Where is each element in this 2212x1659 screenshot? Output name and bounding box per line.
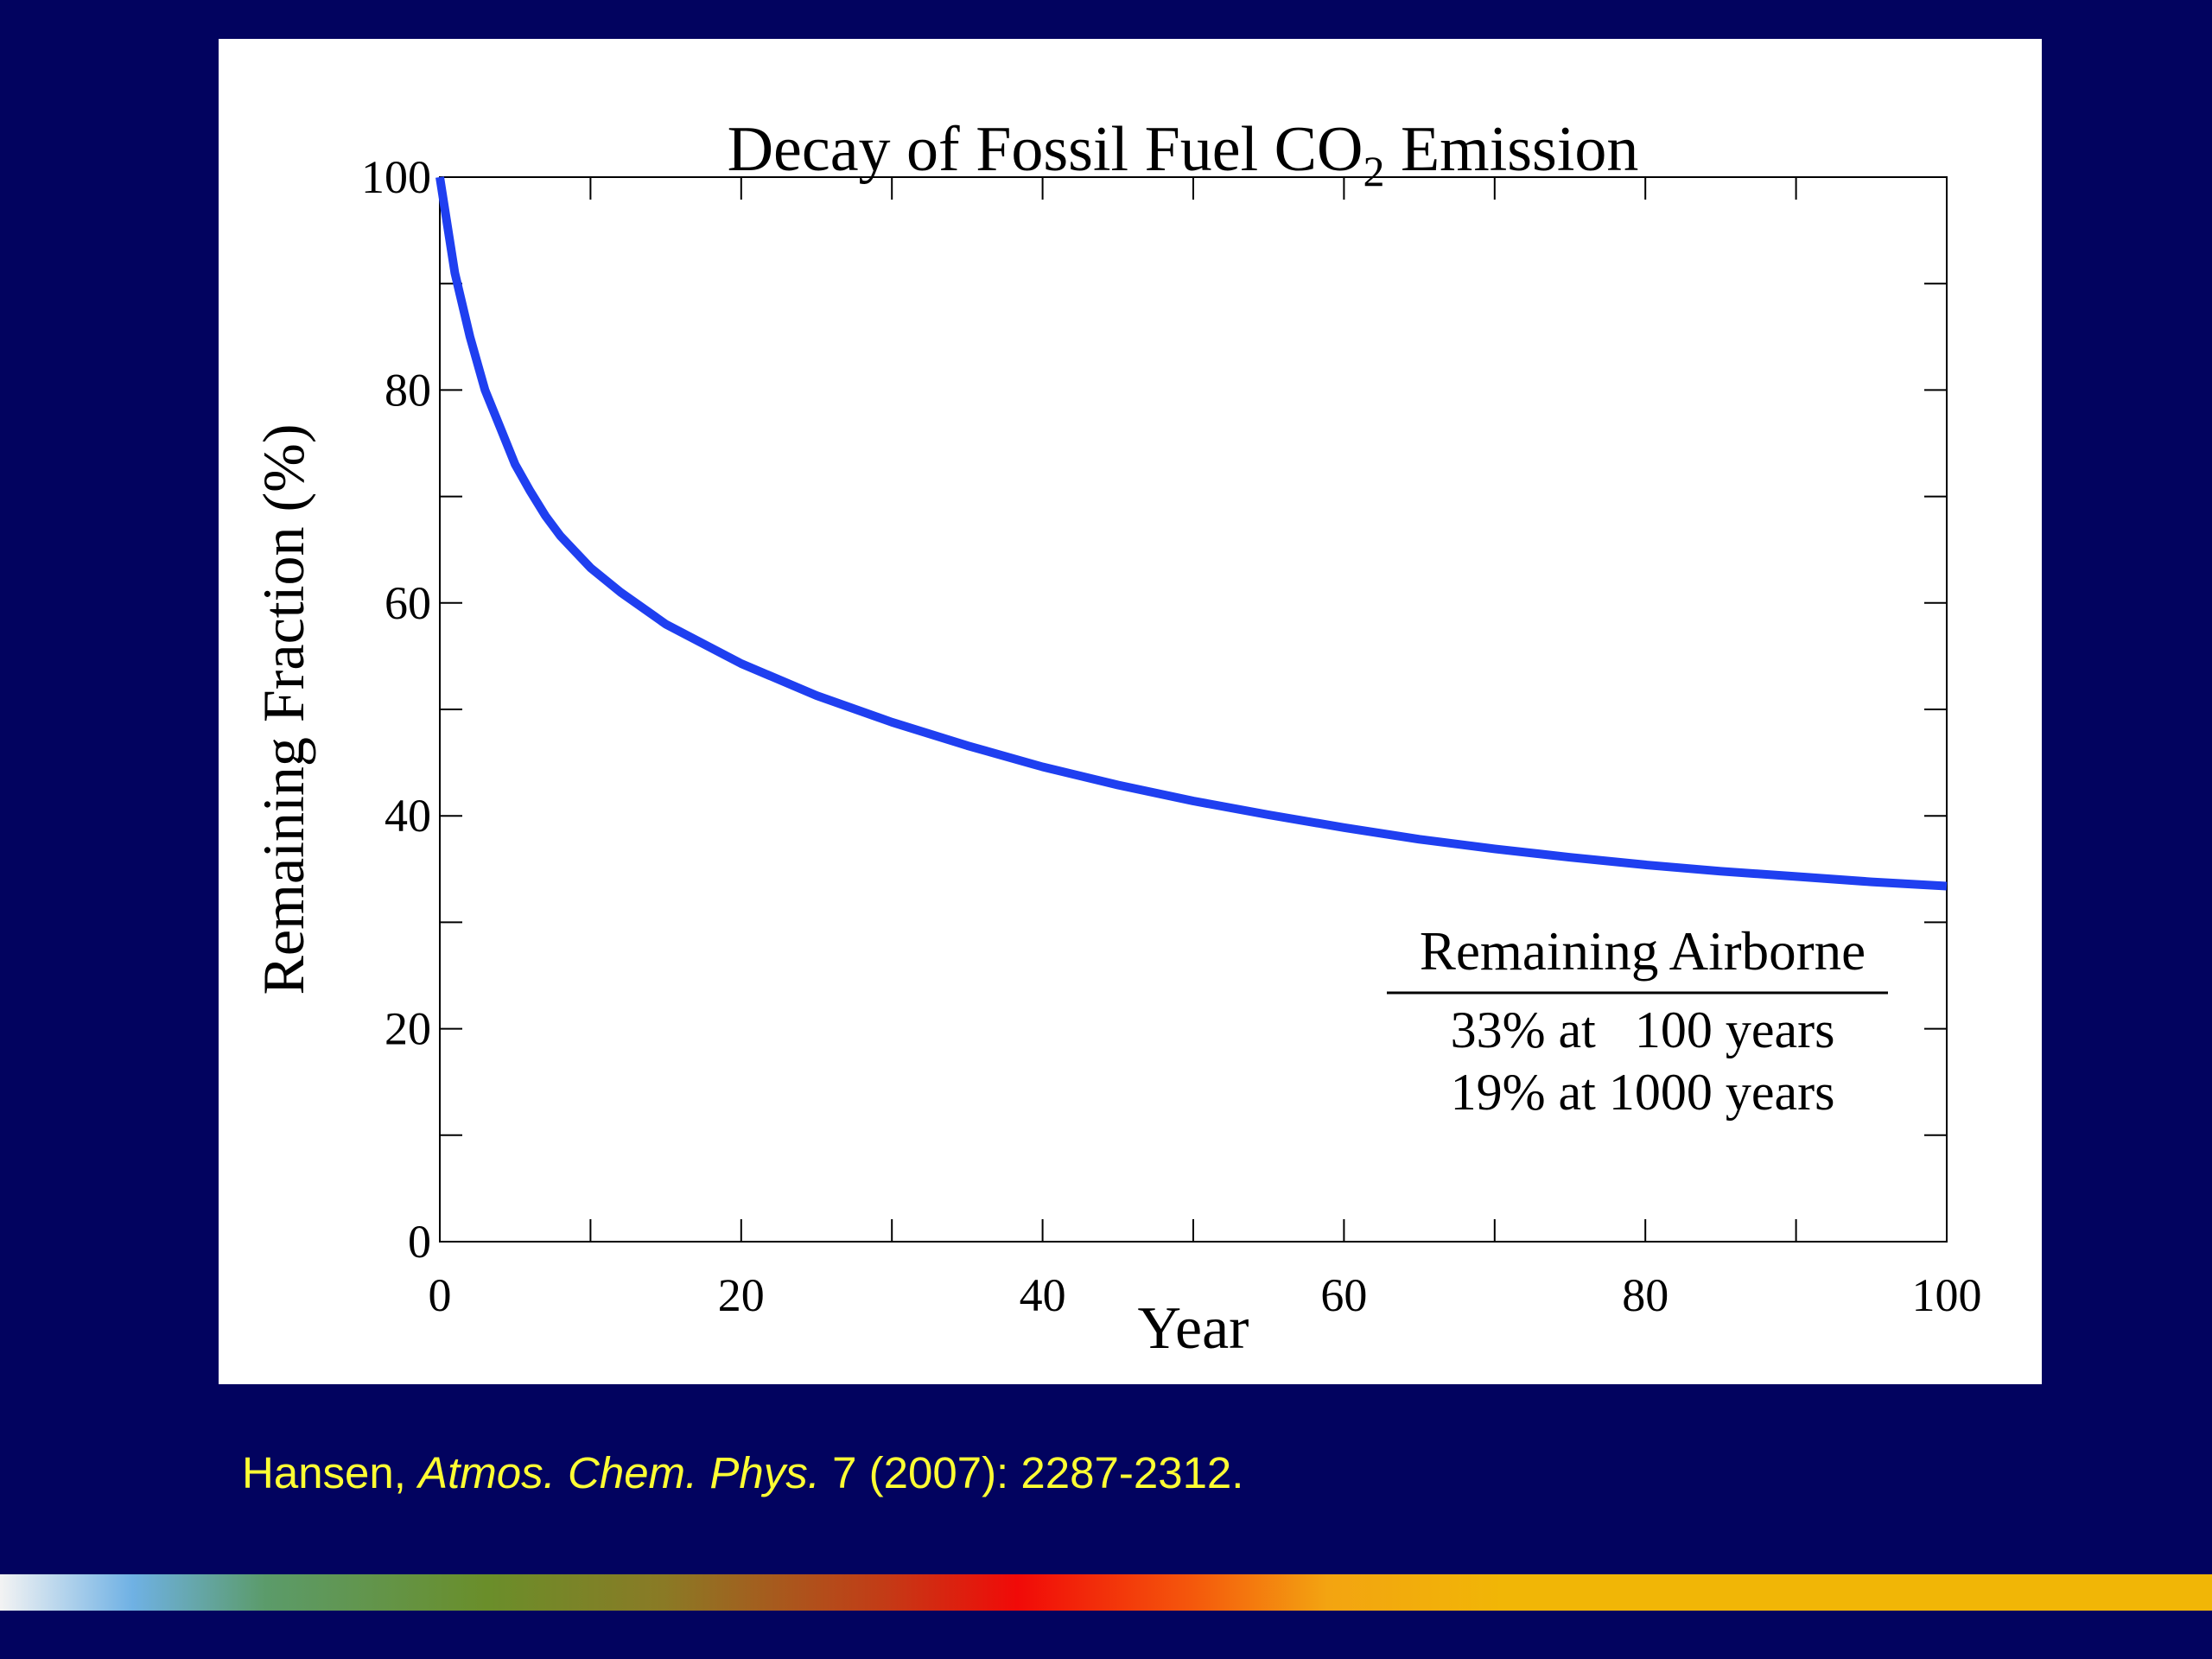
x-tick-label: 20 (718, 1269, 765, 1321)
annotation-box: Remaining Airborne 33% at 100 years 19% … (1387, 921, 1888, 1121)
citation: Hansen, Atmos. Chem. Phys. 7 (2007): 228… (242, 1447, 1243, 1498)
y-tick-label: 60 (385, 577, 431, 629)
chart-title-main: Decay of Fossil Fuel CO (728, 114, 1363, 185)
x-tick-label: 0 (429, 1269, 452, 1321)
x-tick-label: 100 (1912, 1269, 1982, 1321)
decay-chart: Decay of Fossil Fuel CO2 Emission 0 20 40 6… (251, 114, 1982, 1362)
axis-ticks (440, 177, 1947, 1242)
y-tick-label: 100 (361, 151, 431, 203)
y-tick-label: 40 (385, 790, 431, 842)
y-tick-label: 20 (385, 1003, 431, 1055)
x-axis-label: Year (1138, 1295, 1249, 1362)
chart-panel: Decay of Fossil Fuel CO2 Emission 0 20 40 6… (219, 39, 2042, 1384)
annotation-heading: Remaining Airborne (1420, 921, 1866, 982)
x-tick-label: 60 (1320, 1269, 1367, 1321)
y-tick-label: 0 (408, 1216, 431, 1268)
citation-prefix: Hansen, (242, 1448, 419, 1497)
x-tick-labels: 0 20 40 60 80 100 (429, 1269, 1982, 1321)
citation-journal: Atmos. Chem. Phys. (418, 1448, 820, 1497)
y-axis-label: Remaining Fraction (%) (251, 424, 316, 995)
annotation-line-2: 19% at 1000 years (1451, 1064, 1835, 1121)
y-tick-labels: 0 20 40 60 80 100 (361, 151, 431, 1268)
y-tick-label: 80 (385, 364, 431, 416)
chart-title-suffix: Emission (1384, 114, 1638, 185)
chart-title: Decay of Fossil Fuel CO2 Emission (728, 114, 1639, 195)
x-tick-label: 40 (1020, 1269, 1066, 1321)
chart-title-subscript: 2 (1363, 147, 1384, 195)
annotation-line-1: 33% at 100 years (1451, 1001, 1835, 1058)
x-tick-label: 80 (1622, 1269, 1669, 1321)
series-line-decay (435, 176, 1948, 891)
decorative-color-bar (0, 1574, 2212, 1611)
citation-suffix: 7 (2007): 2287-2312. (819, 1448, 1244, 1497)
